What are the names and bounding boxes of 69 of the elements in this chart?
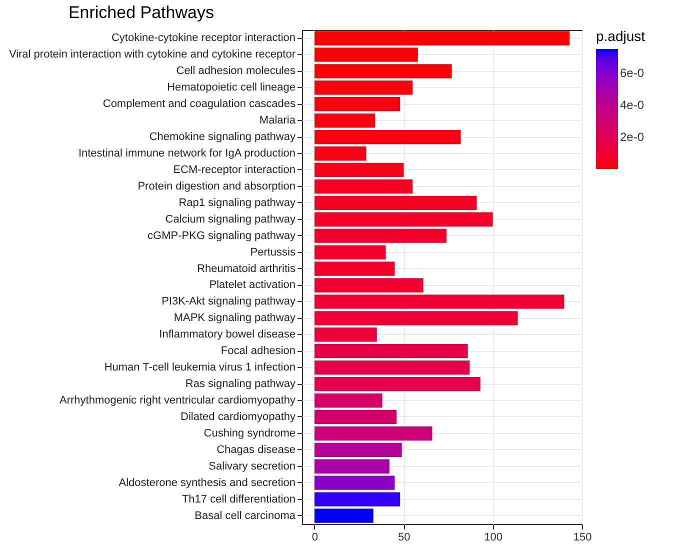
y-tick-label: Th17 cell differentiation	[182, 493, 296, 506]
bar	[314, 328, 377, 342]
color-bar-title: p.adjust	[596, 28, 646, 44]
bar	[314, 113, 376, 128]
color-bar-label: 2e-0	[620, 130, 644, 144]
y-tick-label: Chagas disease	[216, 444, 296, 456]
y-tick-label: Focal adhesion	[220, 345, 296, 358]
y-tick-label: Cytokine-cytokine receptor interaction	[111, 32, 296, 44]
y-tick-label: Cell adhesion molecules	[176, 65, 296, 78]
y-tick-label: Calcium signaling pathway	[165, 213, 296, 226]
y-tick-label: cGMP-PKG signaling pathway	[148, 230, 296, 242]
bar	[314, 459, 390, 474]
y-tick-label: Basal cell carcinoma	[194, 510, 296, 522]
bar	[314, 64, 452, 78]
y-tick-label: PI3K-Akt signaling pathway	[162, 296, 296, 308]
y-tick-label: Ras signaling pathway	[185, 378, 296, 390]
bar	[314, 410, 397, 424]
y-tick-label: Inflammatory bowel disease	[159, 328, 296, 341]
bar	[314, 344, 468, 358]
bar	[314, 162, 404, 178]
y-tick-label: Malaria	[259, 114, 296, 127]
x-tick-label: 50	[398, 532, 410, 544]
y-tick-label: Viral protein interaction with cytokine and cytokine receptor	[8, 48, 296, 61]
bar	[314, 146, 366, 161]
bar	[314, 80, 413, 95]
y-tick-label: Rap1 signaling pathway	[178, 196, 296, 209]
bar	[314, 31, 570, 46]
y-tick-label: ECM-receptor interaction	[173, 164, 296, 176]
color-bar-label: 4e-0	[620, 98, 644, 112]
bar	[314, 245, 386, 260]
y-tick-label: Pertussis	[250, 246, 296, 258]
y-tick-label: MAPK signaling pathway	[174, 312, 296, 324]
bar	[314, 212, 493, 226]
bar	[314, 508, 374, 523]
bar	[314, 97, 400, 112]
y-tick-label: Rheumatoid arthritis	[197, 262, 296, 275]
y-tick-label: Aldosterone synthesis and secretion	[118, 476, 296, 489]
y-tick-label: Hematopoietic cell lineage	[167, 82, 296, 94]
bar	[314, 262, 395, 276]
bar	[314, 179, 413, 194]
bar	[314, 492, 400, 506]
bar	[314, 294, 564, 309]
bar	[314, 311, 518, 326]
text: Enriched Pathways	[68, 3, 214, 22]
bar	[314, 426, 432, 441]
bar	[314, 393, 382, 408]
y-tick-label: Protein digestion and absorption	[138, 180, 296, 192]
x-tick-label: 100	[484, 532, 503, 544]
y-tick-label: Dilated cardiomyopathy	[180, 410, 296, 423]
bar	[314, 130, 461, 144]
bar	[314, 196, 477, 210]
bar	[314, 376, 480, 392]
x-tick-label: 150	[573, 532, 592, 544]
bar	[314, 476, 395, 490]
color-bar-label: 6e-0	[620, 66, 644, 80]
bar	[314, 278, 424, 292]
y-tick-label: Human T-cell leukemia virus 1 infection	[104, 362, 296, 374]
y-tick-label: Complement and coagulation cascades	[102, 98, 296, 110]
x-tick-label: 0	[312, 532, 318, 544]
y-tick-label: Arrhythmogenic right ventricular cardiomyopathy	[60, 394, 296, 406]
bar	[314, 360, 470, 375]
y-tick-label: Cushing syndrome	[204, 427, 296, 440]
y-tick-label: Platelet activation	[209, 279, 296, 292]
bar	[314, 442, 402, 457]
bar	[314, 228, 446, 243]
y-tick-label: Intestinal immune network for IgA production	[78, 148, 296, 160]
y-tick-label: Chemokine signaling pathway	[149, 131, 296, 144]
bar	[314, 48, 418, 62]
y-tick-label: Salivary secretion	[208, 460, 296, 472]
